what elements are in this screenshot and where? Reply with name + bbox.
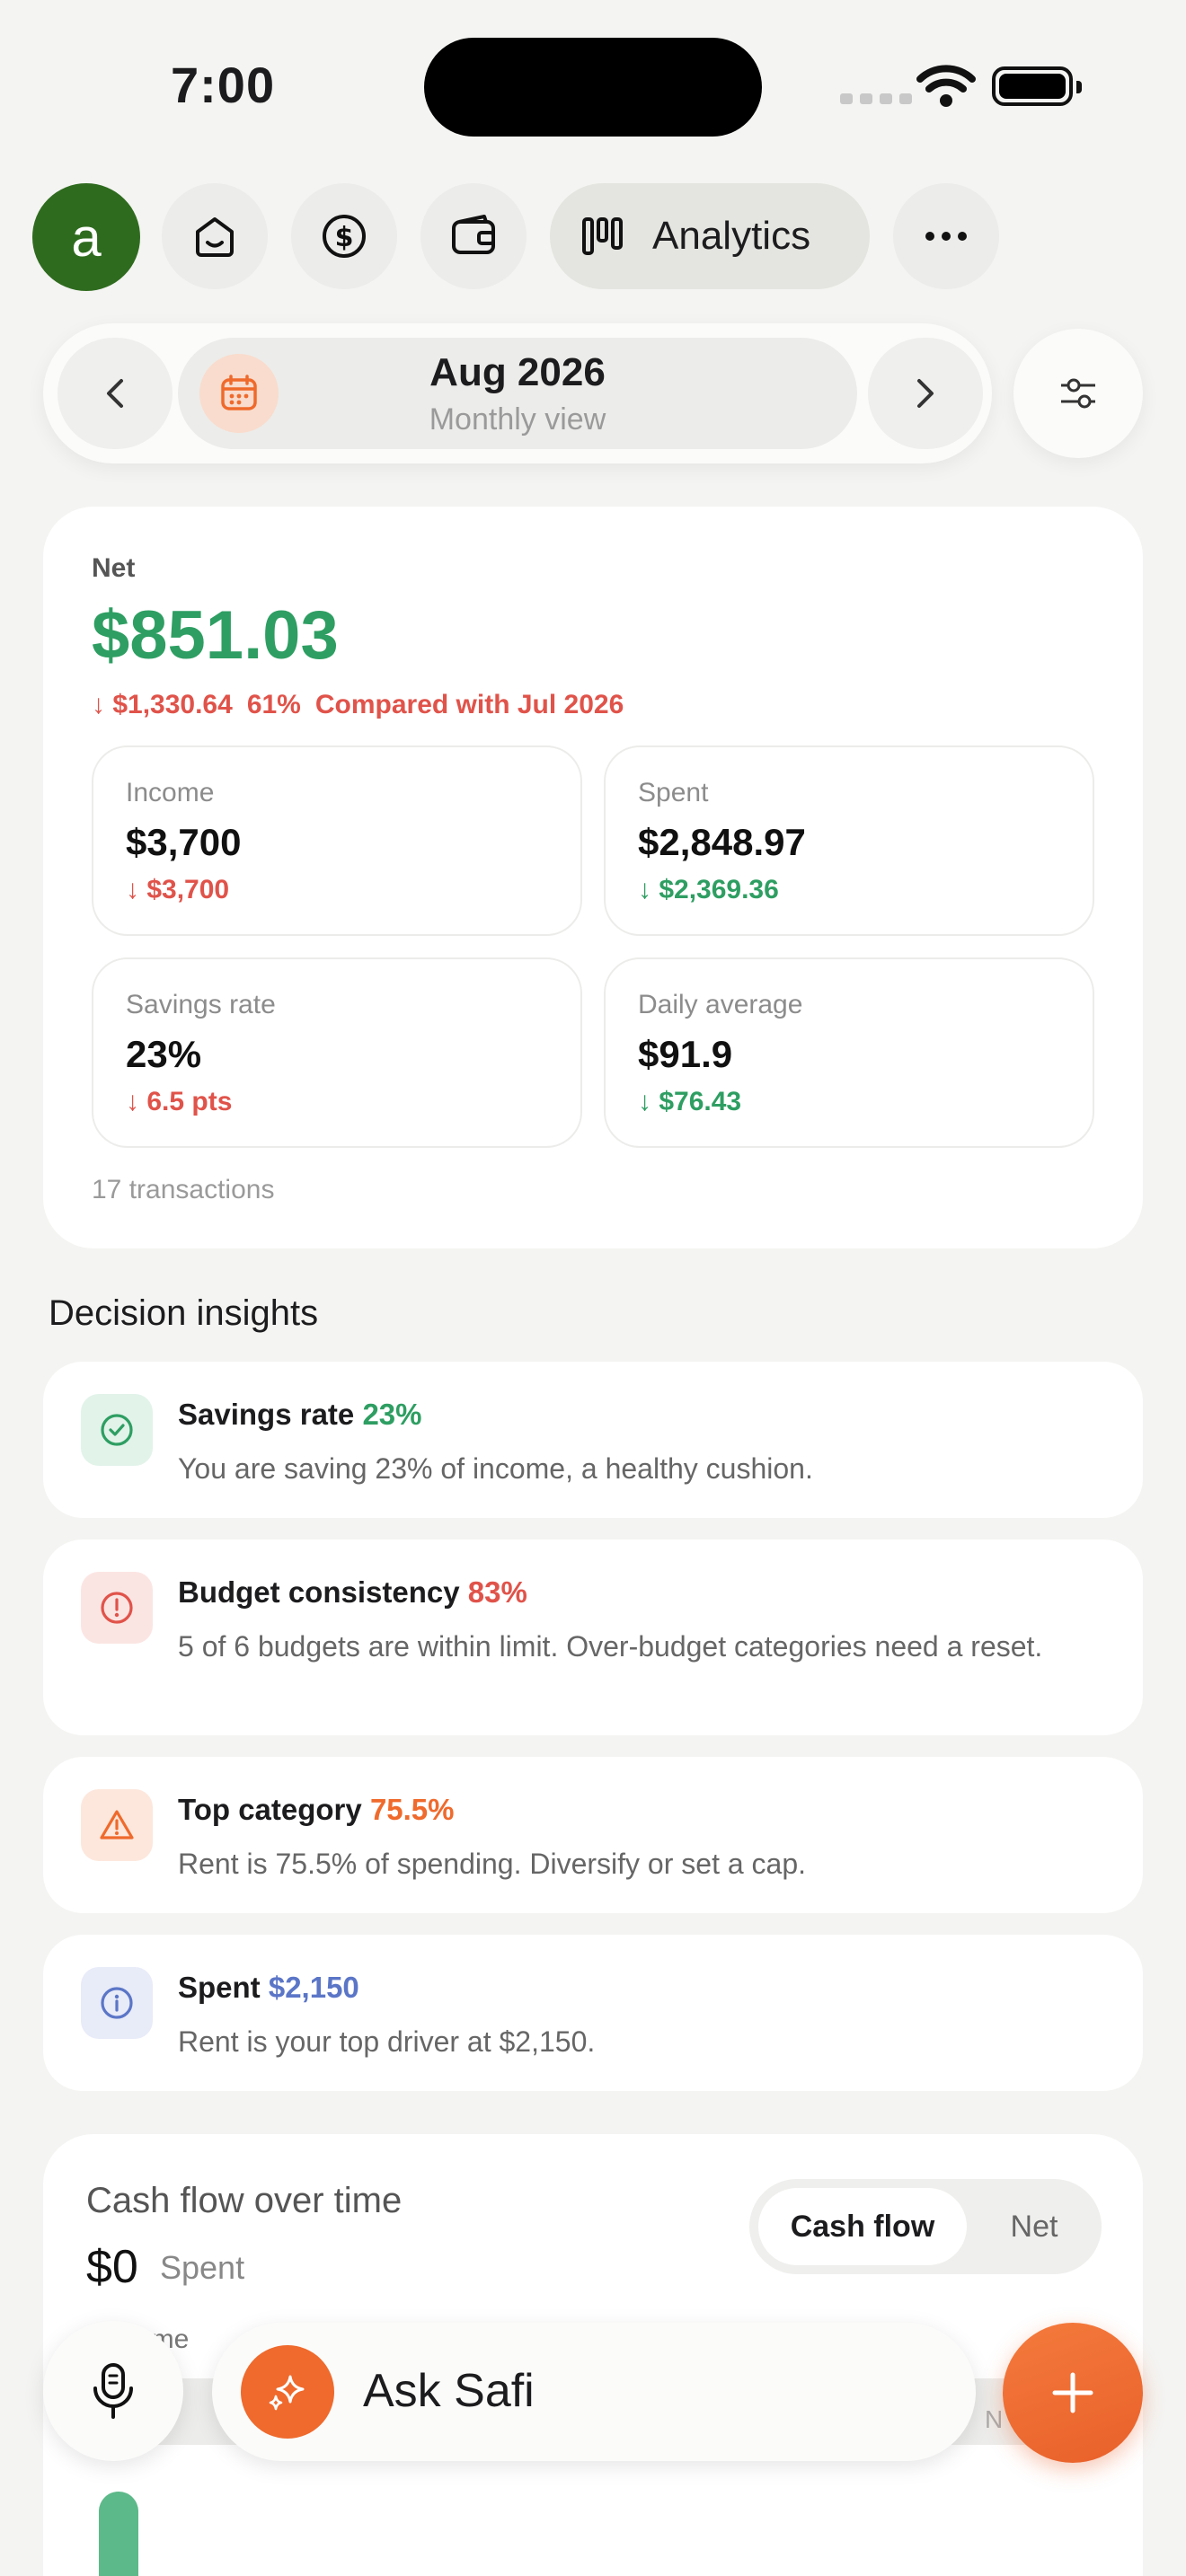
insight-text: You are saving 23% of income, a healthy … (178, 1452, 813, 1485)
insight-text: Rent is 75.5% of spending. Diversify or … (178, 1848, 807, 1880)
insight-text: 5 of 6 budgets are within limit. Over-bu… (178, 1630, 1043, 1663)
cash-flow-toggle: Cash flow Net (749, 2179, 1102, 2274)
insight-savings-rate[interactable]: Savings rate 23% You are saving 23% of i… (43, 1362, 1143, 1518)
cash-flow-amount-label: Spent (160, 2249, 245, 2286)
metric-label: Spent (638, 778, 709, 807)
voice-input-button[interactable] (43, 2321, 183, 2461)
metric-value: $3,700 (126, 821, 242, 863)
insight-title: Savings rate 23% (178, 1398, 422, 1431)
dollar-circle-icon: $ (323, 215, 366, 258)
ask-safi-button[interactable]: Ask Safi (212, 2323, 976, 2461)
insight-title: Spent $2,150 (178, 1971, 359, 2004)
insight-highlight: 83% (467, 1575, 527, 1609)
home-icon (196, 217, 234, 257)
insight-highlight: $2,150 (268, 1971, 359, 2004)
insight-title: Budget consistency 83% (178, 1575, 527, 1609)
insight-text: Rent is your top driver at $2,150. (178, 2025, 596, 2058)
cellular-signal-icon (840, 93, 912, 104)
tab-analytics-label: Analytics (652, 214, 811, 258)
net-change-amount: $1,330.64 (112, 690, 233, 719)
metric-income[interactable]: Income $3,700 ↓ $3,700 (92, 745, 582, 936)
net-change-pct: 61% (246, 690, 301, 719)
arrow-down-icon: ↓ (126, 1087, 139, 1116)
net-label: Net (92, 553, 136, 583)
transaction-count[interactable]: 17 transactions (92, 1175, 275, 1204)
toggle-cash-flow[interactable]: Cash flow (758, 2188, 967, 2265)
metric-savings-rate[interactable]: Savings rate 23% ↓ 6.5 pts (92, 957, 582, 1148)
metric-change: ↓ $3,700 (126, 875, 230, 904)
more-dots-icon (925, 232, 967, 241)
insights-heading: Decision insights (49, 1293, 319, 1333)
wifi-icon (916, 63, 976, 112)
check-circle-icon (81, 1394, 153, 1466)
svg-text:$: $ (335, 222, 354, 253)
net-summary-card: Net $851.03 ↓ $1,330.64 61% Compared wit… (43, 507, 1143, 1248)
net-comparison: ↓ $1,330.64 61% Compared with Jul 2026 (92, 690, 624, 720)
month-selector: Aug 2026 Monthly view (43, 323, 992, 463)
net-value: $851.03 (92, 597, 339, 674)
bar-chart-icon (582, 217, 623, 255)
warning-triangle-icon (81, 1789, 153, 1861)
metric-spent[interactable]: Spent $2,848.97 ↓ $2,369.36 (604, 745, 1094, 936)
battery-icon (992, 66, 1082, 106)
home-button[interactable] (162, 183, 268, 289)
metric-label: Income (126, 778, 215, 807)
avatar[interactable]: a (32, 183, 140, 291)
insight-top-category[interactable]: Top category 75.5% Rent is 75.5% of spen… (43, 1757, 1143, 1913)
metric-label: Savings rate (126, 990, 276, 1019)
insight-title: Top category 75.5% (178, 1793, 455, 1826)
toggle-net[interactable]: Net (1010, 2209, 1058, 2244)
prev-month-button[interactable] (58, 338, 173, 449)
arrow-down-icon: ↓ $1,330.64 (92, 690, 233, 719)
info-circle-icon (81, 1967, 153, 2039)
metric-label: Daily average (638, 990, 803, 1019)
metric-daily-average[interactable]: Daily average $91.9 ↓ $76.43 (604, 957, 1094, 1148)
wallet-button[interactable] (420, 183, 527, 289)
net-compare-text: Compared with Jul 2026 (314, 690, 624, 719)
insight-highlight: 23% (362, 1398, 422, 1431)
cash-flow-amount: $0 (86, 2241, 138, 2293)
next-month-button[interactable] (868, 338, 983, 449)
period-subtitle: Monthly view (429, 402, 606, 437)
insight-highlight: 75.5% (369, 1793, 455, 1826)
chevron-right-icon (917, 379, 934, 408)
chart-tail-label: N (985, 2405, 1004, 2433)
transactions-button[interactable]: $ (291, 183, 397, 289)
arrow-down-icon: ↓ (126, 875, 139, 904)
dynamic-island (424, 38, 762, 137)
insight-budget-consistency[interactable]: Budget consistency 83% 5 of 6 budgets ar… (43, 1539, 1143, 1735)
cash-flow-title: Cash flow over time (86, 2181, 403, 2220)
filter-button[interactable] (1013, 329, 1143, 458)
status-time: 7:00 (171, 57, 276, 113)
metric-change: ↓ $76.43 (638, 1087, 742, 1116)
arrow-down-icon: ↓ (638, 875, 651, 904)
metric-value: $91.9 (638, 1033, 733, 1075)
tab-analytics[interactable]: Analytics (550, 183, 870, 289)
wallet-icon (452, 215, 495, 254)
more-button[interactable] (893, 183, 999, 289)
chevron-left-icon (107, 379, 123, 408)
add-transaction-button[interactable] (1003, 2323, 1143, 2463)
calendar-icon (199, 354, 279, 433)
metric-value: $2,848.97 (638, 821, 806, 863)
period-title: Aug 2026 (429, 350, 606, 394)
insight-spent[interactable]: Spent $2,150 Rent is your top driver at … (43, 1935, 1143, 2091)
metric-change: ↓ $2,369.36 (638, 875, 779, 904)
metric-value: 23% (126, 1033, 202, 1075)
metric-change: ↓ 6.5 pts (126, 1087, 233, 1116)
sliders-icon (1061, 378, 1095, 409)
microphone-icon (93, 2363, 133, 2419)
chart-bar-income (99, 2492, 138, 2576)
month-picker[interactable]: Aug 2026 Monthly view (178, 338, 857, 449)
ask-safi-label: Ask Safi (363, 2365, 535, 2417)
sparkle-icon (241, 2345, 334, 2439)
arrow-down-icon: ↓ (638, 1087, 651, 1116)
alert-circle-icon (81, 1572, 153, 1644)
plus-icon (1052, 2372, 1093, 2413)
